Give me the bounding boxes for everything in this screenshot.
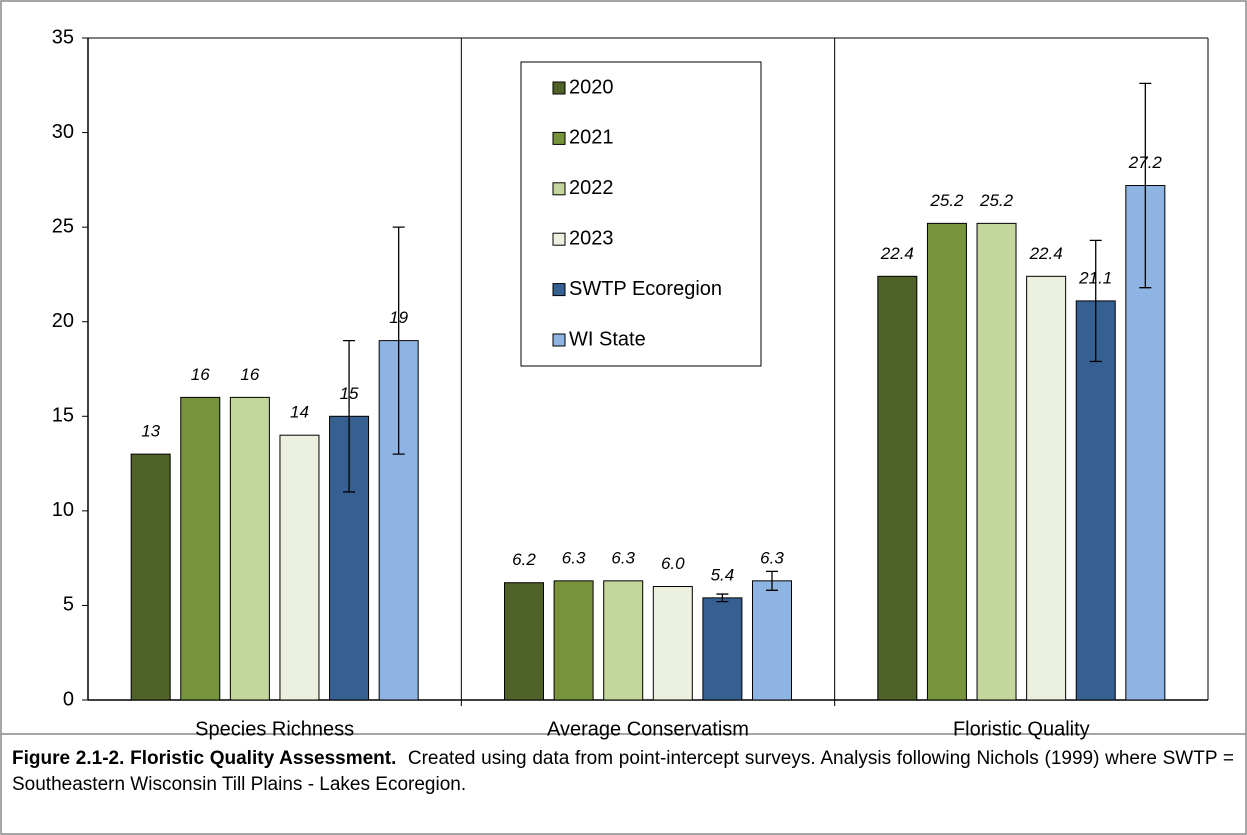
value-label: 6.3 bbox=[611, 548, 635, 567]
y-tick-label: 0 bbox=[63, 688, 74, 710]
caption: Figure 2.1-2. Floristic Quality Assessme… bbox=[12, 746, 1234, 798]
y-tick-label: 5 bbox=[63, 594, 74, 616]
legend-label: WI State bbox=[569, 328, 646, 350]
legend-swatch bbox=[552, 333, 566, 347]
error-bar bbox=[392, 226, 405, 455]
bar bbox=[229, 396, 270, 701]
error-bar bbox=[1139, 82, 1152, 289]
value-label: 16 bbox=[240, 365, 259, 384]
value-label: 14 bbox=[290, 403, 309, 422]
value-label: 6.0 bbox=[661, 554, 685, 573]
legend-label: 2022 bbox=[569, 177, 614, 199]
error-bar bbox=[1089, 239, 1102, 363]
bar bbox=[752, 580, 792, 701]
error-bar bbox=[343, 339, 356, 493]
bar bbox=[652, 586, 693, 701]
bar bbox=[553, 580, 594, 701]
y-tick-label: 35 bbox=[52, 26, 74, 48]
bar bbox=[603, 580, 644, 701]
y-tick-label: 15 bbox=[52, 405, 74, 427]
bar bbox=[1026, 275, 1067, 701]
error-bar bbox=[766, 570, 778, 591]
legend-box bbox=[520, 61, 762, 367]
error-bar bbox=[716, 593, 729, 603]
x-tick-label: Floristic Quality bbox=[953, 718, 1090, 740]
bar bbox=[1075, 300, 1116, 701]
legend-label: 2023 bbox=[569, 227, 614, 249]
value-label: 6.3 bbox=[562, 548, 586, 567]
legend-swatch bbox=[552, 131, 566, 145]
legend-swatch bbox=[552, 81, 566, 95]
legend-label: SWTP Ecoregion bbox=[569, 278, 722, 300]
bar bbox=[279, 434, 320, 701]
bar bbox=[877, 275, 918, 701]
y-tick-label: 25 bbox=[52, 215, 74, 237]
legend-label: 2021 bbox=[569, 127, 614, 149]
value-label: 13 bbox=[141, 422, 160, 441]
bar bbox=[702, 597, 743, 701]
y-tick-label: 10 bbox=[52, 499, 74, 521]
bar bbox=[180, 396, 221, 701]
y-tick-label: 30 bbox=[52, 121, 74, 143]
value-label: 16 bbox=[191, 365, 210, 384]
legend-swatch bbox=[552, 182, 566, 196]
value-label: 25.2 bbox=[929, 191, 964, 210]
caption-text: Created using data from point-intercept … bbox=[12, 748, 1234, 795]
x-tick-label: Species Richness bbox=[195, 718, 354, 740]
value-label: 6.2 bbox=[512, 550, 536, 569]
bar bbox=[926, 222, 967, 701]
value-label: 25.2 bbox=[979, 191, 1014, 210]
x-tick-label: Average Conservatism bbox=[547, 718, 749, 740]
value-label: 22.4 bbox=[880, 244, 914, 263]
legend-label: 2020 bbox=[569, 76, 614, 98]
value-label: 22.4 bbox=[1029, 244, 1063, 263]
caption-label: Figure 2.1-2. Floristic Quality Assessme… bbox=[12, 748, 397, 769]
bar bbox=[130, 453, 171, 701]
value-label: 6.3 bbox=[760, 548, 784, 567]
legend-swatch bbox=[552, 283, 566, 297]
bar bbox=[504, 582, 544, 701]
bar bbox=[976, 222, 1017, 701]
legend-swatch bbox=[552, 232, 566, 246]
y-tick-label: 20 bbox=[52, 310, 74, 332]
value-label: 5.4 bbox=[711, 565, 735, 584]
